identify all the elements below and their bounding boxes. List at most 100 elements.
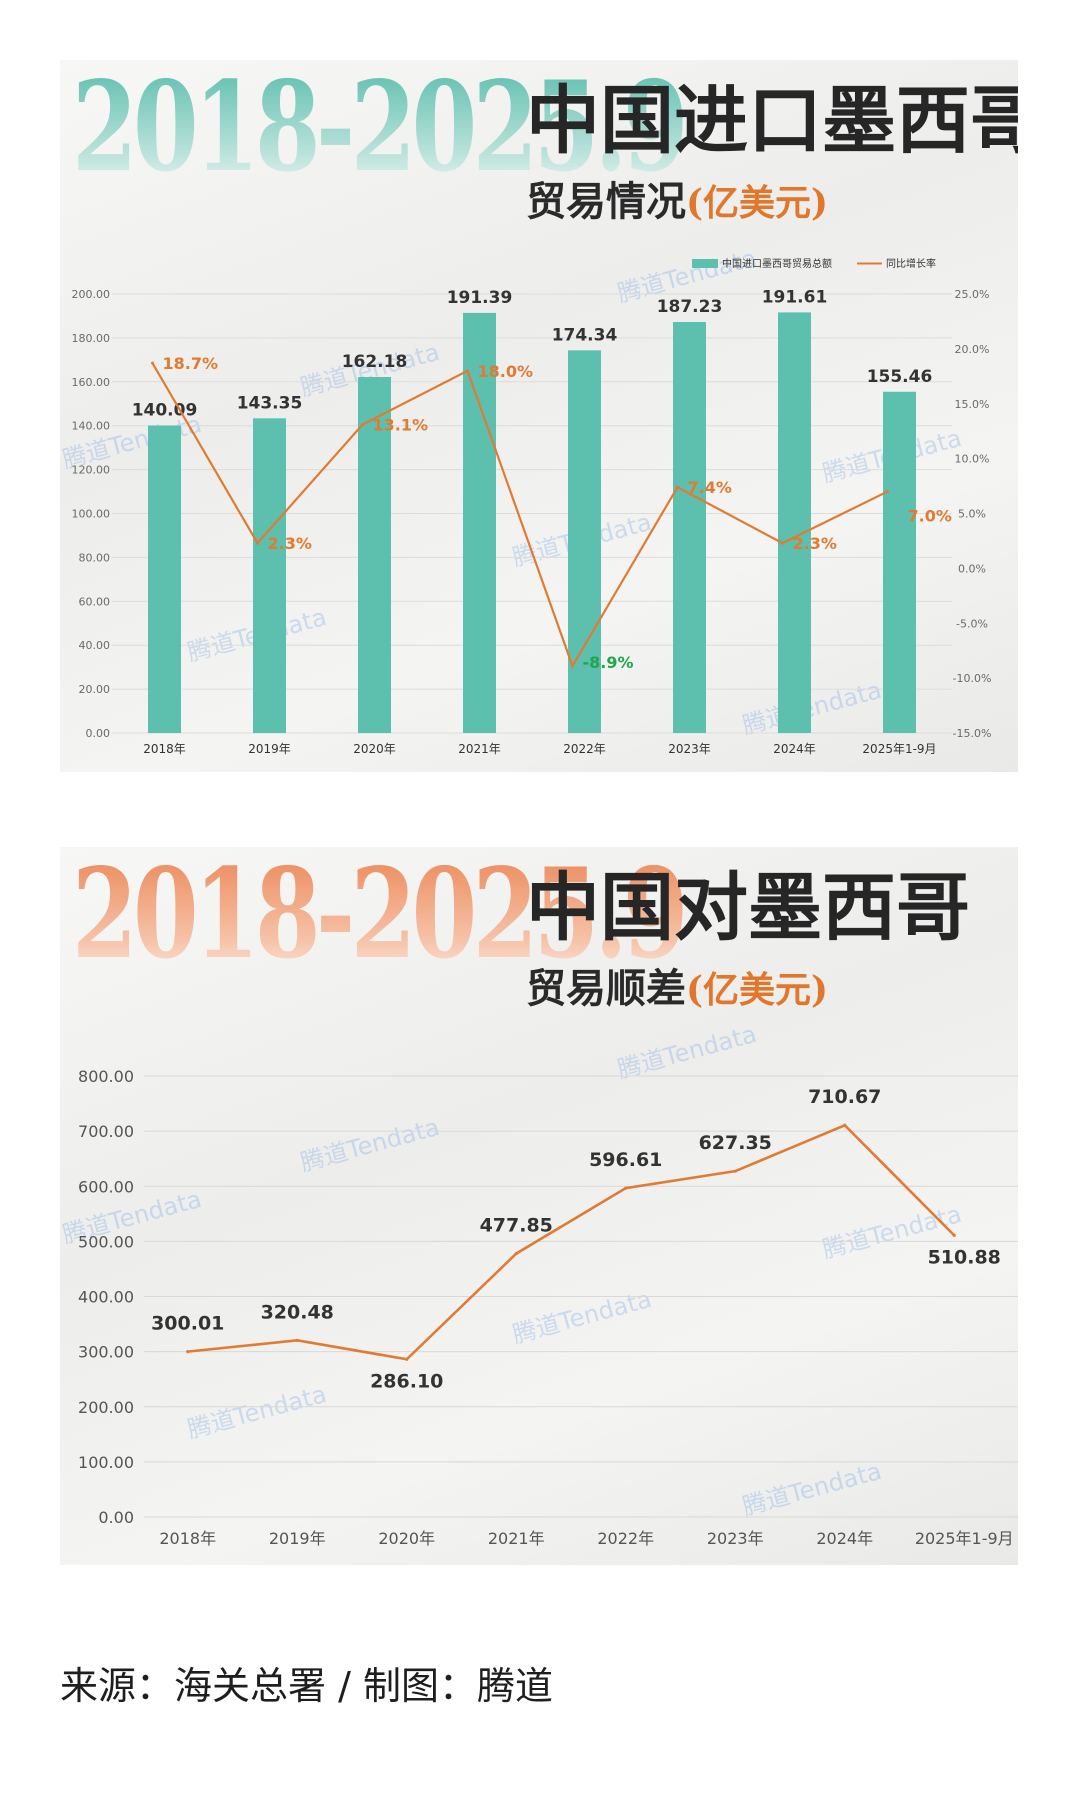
growth-point xyxy=(256,541,259,545)
surplus-value-label: 300.01 xyxy=(151,1313,224,1335)
legend-swatch-bar xyxy=(692,259,718,268)
growth-value-label: 7.4% xyxy=(688,478,732,497)
surplus-point xyxy=(186,1350,190,1354)
surplus-point xyxy=(295,1338,299,1342)
surplus-value-label: 286.10 xyxy=(370,1370,443,1392)
x-tick-label: 2019年 xyxy=(248,742,291,756)
growth-value-label: 2.3% xyxy=(793,534,837,553)
surplus-value-label: 596.61 xyxy=(589,1149,662,1171)
growth-value-label: 18.7% xyxy=(163,354,219,373)
surplus-value-label: 510.88 xyxy=(928,1246,1001,1268)
x-tick-label: 2024年 xyxy=(816,1529,873,1548)
growth-point xyxy=(781,541,784,545)
growth-point xyxy=(466,369,469,373)
y-tick-label: 120.00 xyxy=(72,464,111,477)
unit-label: (亿美元) xyxy=(686,969,829,1011)
y-tick-label: 60.00 xyxy=(79,595,111,608)
y2-tick-label: 10.0% xyxy=(955,453,990,466)
y-tick-label: 160.00 xyxy=(72,376,111,389)
bar-value-label: 140.09 xyxy=(132,401,198,421)
growth-point xyxy=(151,361,154,365)
y-tick-label: 180.00 xyxy=(72,332,111,345)
growth-point xyxy=(571,664,574,668)
y-tick-label: 300.00 xyxy=(78,1343,134,1362)
x-tick-label: 2022年 xyxy=(563,742,606,756)
y2-tick-label: -15.0% xyxy=(953,727,992,740)
y-tick-label: 20.00 xyxy=(79,683,111,696)
surplus-point xyxy=(733,1169,737,1173)
y2-tick-label: 15.0% xyxy=(955,398,990,411)
surplus-series-line xyxy=(187,1123,956,1361)
y-tick-label: 800.00 xyxy=(78,1067,134,1086)
y-tick-label: 0.00 xyxy=(86,727,111,740)
panel-title: 中国进口墨西哥 xyxy=(526,78,1018,164)
source-note: 来源：海关总署 / 制图：腾道 xyxy=(60,1664,553,1708)
x-tick-label: 2020年 xyxy=(378,1529,435,1548)
surplus-value-label: 320.48 xyxy=(261,1301,334,1323)
import-trade-panel: 2018-2025.9 中国进口墨西哥 贸易情况(亿美元) 腾道Tendata … xyxy=(60,60,1018,772)
bar-value-label: 174.34 xyxy=(552,325,618,345)
y2-tick-label: -5.0% xyxy=(956,617,988,630)
x-tick-label: 2018年 xyxy=(143,742,186,756)
bar-value-label: 191.39 xyxy=(447,288,513,308)
y-tick-label: 200.00 xyxy=(72,288,111,301)
y-tick-label: 100.00 xyxy=(72,508,111,521)
growth-value-label: 2.3% xyxy=(268,534,312,553)
x-tick-label: 2025年1-9月 xyxy=(862,742,936,756)
growth-value-label: -8.9% xyxy=(583,653,634,672)
y2-tick-label: -10.0% xyxy=(953,672,992,685)
subtitle-text: 贸易顺差 xyxy=(526,965,686,1012)
y2-tick-label: 5.0% xyxy=(958,508,986,521)
legend-label: 中国进口墨西哥贸易总额 xyxy=(722,257,832,270)
panel-subtitle: 贸易顺差(亿美元) xyxy=(526,969,828,1009)
legend-label: 同比增长率 xyxy=(886,257,936,270)
import-combo-chart: 0.00 20.00 40.00 60.00 80.00 100.00 120.00 140.… xyxy=(72,257,992,756)
y-tick-label: 100.00 xyxy=(78,1453,134,1472)
growth-value-label: 7.0% xyxy=(908,507,952,526)
y-tick-label: 40.00 xyxy=(79,639,111,652)
bar-value-label: 162.18 xyxy=(342,352,408,372)
x-tick-label: 2018年 xyxy=(159,1529,216,1548)
bar xyxy=(673,322,706,733)
y2-tick-label: 25.0% xyxy=(955,288,990,301)
panel-title: 中国对墨西哥 xyxy=(526,865,970,951)
bar xyxy=(568,350,601,733)
panel-subtitle: 贸易情况(亿美元) xyxy=(526,182,828,222)
x-tick-label: 2021年 xyxy=(458,742,501,756)
y-tick-label: 400.00 xyxy=(78,1288,134,1307)
surplus-value-label: 627.35 xyxy=(699,1132,772,1154)
bar xyxy=(148,425,181,733)
growth-value-label: 13.1% xyxy=(373,416,429,435)
bar xyxy=(778,312,811,733)
bar xyxy=(883,391,916,733)
x-tick-label: 2024年 xyxy=(773,742,816,756)
growth-value-label: 18.0% xyxy=(478,362,534,381)
bar-value-label: 191.61 xyxy=(762,287,828,307)
y-tick-label: 0.00 xyxy=(98,1508,134,1527)
x-tick-label: 2025年1-9月 xyxy=(915,1529,1014,1548)
big-year-heading: 2018-2025.9 xyxy=(72,60,688,200)
surplus-point xyxy=(624,1186,628,1190)
bar-value-label: 187.23 xyxy=(657,297,723,317)
surplus-panel: 2018-2025.9 中国对墨西哥 贸易顺差(亿美元) 腾道Tendata 腾… xyxy=(60,847,1018,1565)
surplus-point xyxy=(843,1123,847,1127)
x-tick-label: 2020年 xyxy=(353,742,396,756)
surplus-line-chart: 0.00 100.00 200.00 300.00 400.00 500.00 600.00… xyxy=(78,1067,1018,1548)
y-tick-label: 140.00 xyxy=(72,420,111,433)
surplus-value-label: 477.85 xyxy=(480,1215,553,1237)
x-tick-label: 2023年 xyxy=(668,742,711,756)
bar xyxy=(253,418,286,733)
y-tick-label: 200.00 xyxy=(78,1398,134,1417)
surplus-value-label: 710.67 xyxy=(808,1086,881,1108)
y2-tick-label: 20.0% xyxy=(955,343,990,356)
growth-point xyxy=(676,485,679,489)
unit-label: (亿美元) xyxy=(686,182,829,224)
surplus-point xyxy=(405,1357,409,1361)
y-tick-label: 600.00 xyxy=(78,1177,134,1196)
x-tick-label: 2023年 xyxy=(707,1529,764,1548)
growth-series-line xyxy=(151,362,888,669)
x-tick-label: 2022年 xyxy=(597,1529,654,1548)
bar-value-label: 155.46 xyxy=(867,367,933,387)
x-tick-label: 2019年 xyxy=(269,1529,326,1548)
y2-tick-label: 0.0% xyxy=(958,562,986,575)
